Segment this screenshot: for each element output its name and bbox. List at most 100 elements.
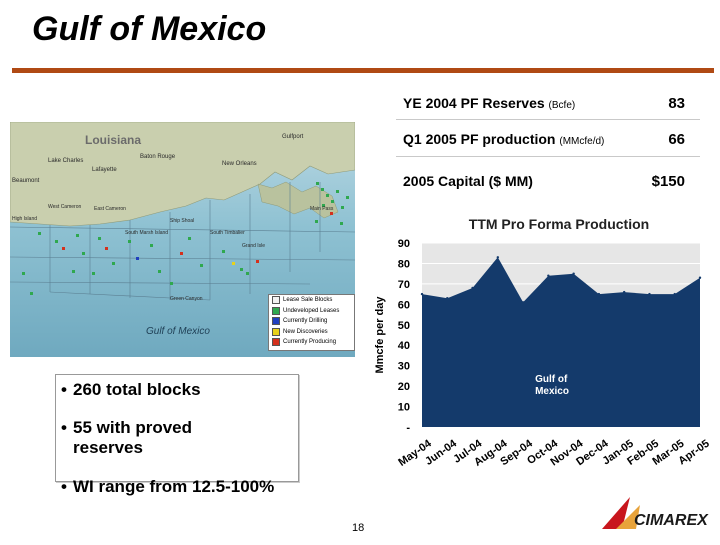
map-label-green-canyon: Green Canyon [170, 296, 203, 302]
x-tick-labels: May-04Jun-04Jul-04Aug-04Sep-04Oct-04Nov-… [396, 437, 711, 469]
stat-production-label-text: Q1 2005 PF production [403, 131, 556, 147]
y-tick-label: - [406, 422, 410, 434]
y-tick-label: 40 [398, 340, 410, 352]
data-point [572, 272, 575, 275]
series-label-line: Mexico [535, 386, 569, 397]
legend-item: Currently Drilling [269, 316, 354, 327]
legend-swatch [272, 317, 280, 326]
y-tick-label: 60 [398, 299, 410, 311]
logo-graphic: CIMAREX [602, 497, 709, 529]
map-label-high-island: High Island [12, 216, 37, 222]
chart-title: TTM Pro Forma Production [469, 216, 649, 232]
map-label-gulf: Gulf of Mexico [146, 326, 210, 337]
map-label-main-pass: Main Pass [310, 206, 334, 212]
cimarex-logo: CIMAREX [600, 495, 712, 531]
data-point [673, 292, 676, 296]
bullet-item: • 260 total blocks [61, 380, 288, 400]
y-tick-label: 30 [398, 361, 410, 373]
bullet-dot: • [61, 418, 67, 437]
map-label-lafayette: Lafayette [92, 167, 117, 173]
data-point [547, 274, 550, 277]
land-area [10, 122, 355, 227]
y-tick-label: 50 [398, 320, 410, 332]
bullet-text: 55 with proved reserves [73, 418, 193, 457]
data-point [496, 256, 500, 259]
stat-reserves-value: 83 [668, 95, 685, 112]
y-tick-label: 80 [398, 258, 410, 270]
series-label: Gulf of Mexico [535, 374, 569, 397]
bullet-text: 260 total blocks [73, 380, 201, 399]
stat-divider [396, 119, 700, 120]
legend-swatch [272, 306, 280, 315]
map-label-louisiana: Louisiana [85, 133, 141, 147]
legend-item: Lease Sale Blocks [269, 295, 354, 306]
legend-item: New Discoveries [269, 327, 354, 338]
delta-area [257, 181, 339, 219]
data-point [471, 286, 474, 290]
map-label-south-timbalier: South Timbalier [210, 230, 245, 236]
series-label-line: Gulf of [535, 374, 568, 385]
production-chart-svg: TTM Pro Forma Production Mmcfe per day -… [374, 216, 712, 469]
map-label-grand-isle: Grand Isle [242, 243, 265, 249]
y-tick-label: 90 [398, 238, 410, 250]
data-point [648, 292, 651, 296]
legend-item: Currently Producing [269, 337, 354, 348]
data-point [420, 292, 424, 296]
map-label-ship-shoal: Ship Shoal [170, 218, 194, 224]
lease-blocks [22, 182, 349, 295]
stat-divider [396, 156, 700, 157]
y-tick-label: 10 [398, 402, 410, 414]
legend-swatch [272, 338, 280, 347]
stat-reserves-label: YE 2004 PF Reserves (Bcfe) [403, 95, 575, 111]
map-legend: Lease Sale Blocks Undeveloped Leases Cur… [268, 294, 355, 351]
slide-title: Gulf of Mexico [32, 10, 267, 48]
data-point [698, 276, 702, 279]
data-point [597, 292, 601, 296]
stat-reserves-label-text: YE 2004 PF Reserves [403, 95, 545, 111]
legend-swatch [272, 296, 280, 305]
stat-capital-label: 2005 Capital ($ MM) [403, 173, 533, 189]
bullet-item: • WI range from 12.5-100% [61, 477, 278, 497]
legend-label: Undeveloped Leases [283, 307, 340, 314]
map-label-south-marsh-island: South Marsh Island [125, 230, 168, 236]
stat-capital-value: $150 [651, 173, 685, 190]
bullet-dot: • [61, 380, 67, 399]
production-chart: TTM Pro Forma Production Mmcfe per day -… [365, 205, 720, 540]
gulf-map: Louisiana Gulf of Mexico Lake Charles La… [10, 122, 355, 357]
page-number: 18 [352, 522, 365, 534]
data-point [521, 301, 525, 304]
map-label-west-cameron: West Cameron [48, 204, 81, 210]
stat-capital-label-text: 2005 Capital ($ MM) [403, 173, 533, 189]
legend-label: Lease Sale Blocks [283, 297, 333, 304]
logo-mark-accent [616, 505, 640, 529]
data-point [446, 297, 449, 300]
bullet-box: • 260 total blocks • 55 with proved reserv… [55, 374, 299, 496]
bullet-dot: • [61, 477, 67, 496]
map-label-beaumont: Beaumont [12, 178, 40, 184]
y-tick-label: 20 [398, 381, 410, 393]
logo-mark [602, 497, 630, 529]
bullet-text: WI range from 12.5-100% [73, 477, 275, 496]
y-axis-label: Mmcfe per day [374, 296, 386, 374]
stat-production-unit: (MMcfe/d) [559, 136, 605, 147]
legend-label: Currently Producing [283, 339, 337, 346]
y-tick-label: 70 [398, 279, 410, 291]
series-area [422, 257, 700, 427]
legend-label: Currently Drilling [283, 318, 328, 325]
stat-reserves-unit: (Bcfe) [548, 100, 576, 111]
bullet-item: • 55 with proved reserves [61, 418, 233, 458]
map-label-new-orleans: New Orleans [222, 161, 257, 167]
title-divider [12, 68, 714, 73]
gulf-map-graphic: Louisiana Gulf of Mexico Lake Charles La… [10, 122, 355, 337]
legend-swatch [272, 327, 280, 336]
logo-text: CIMAREX [634, 512, 709, 529]
y-tick-labels: - 10 20 30 40 50 60 70 80 90 [398, 238, 411, 434]
map-label-baton-rouge: Baton Rouge [140, 154, 176, 160]
data-point [622, 290, 626, 294]
legend-label: New Discoveries [283, 328, 328, 335]
legend-item: Undeveloped Leases [269, 306, 354, 317]
chart-series [420, 256, 702, 427]
map-label-lake-charles: Lake Charles [48, 158, 83, 164]
stat-production-label: Q1 2005 PF production (MMcfe/d) [403, 131, 604, 147]
lease-grid [10, 182, 355, 301]
